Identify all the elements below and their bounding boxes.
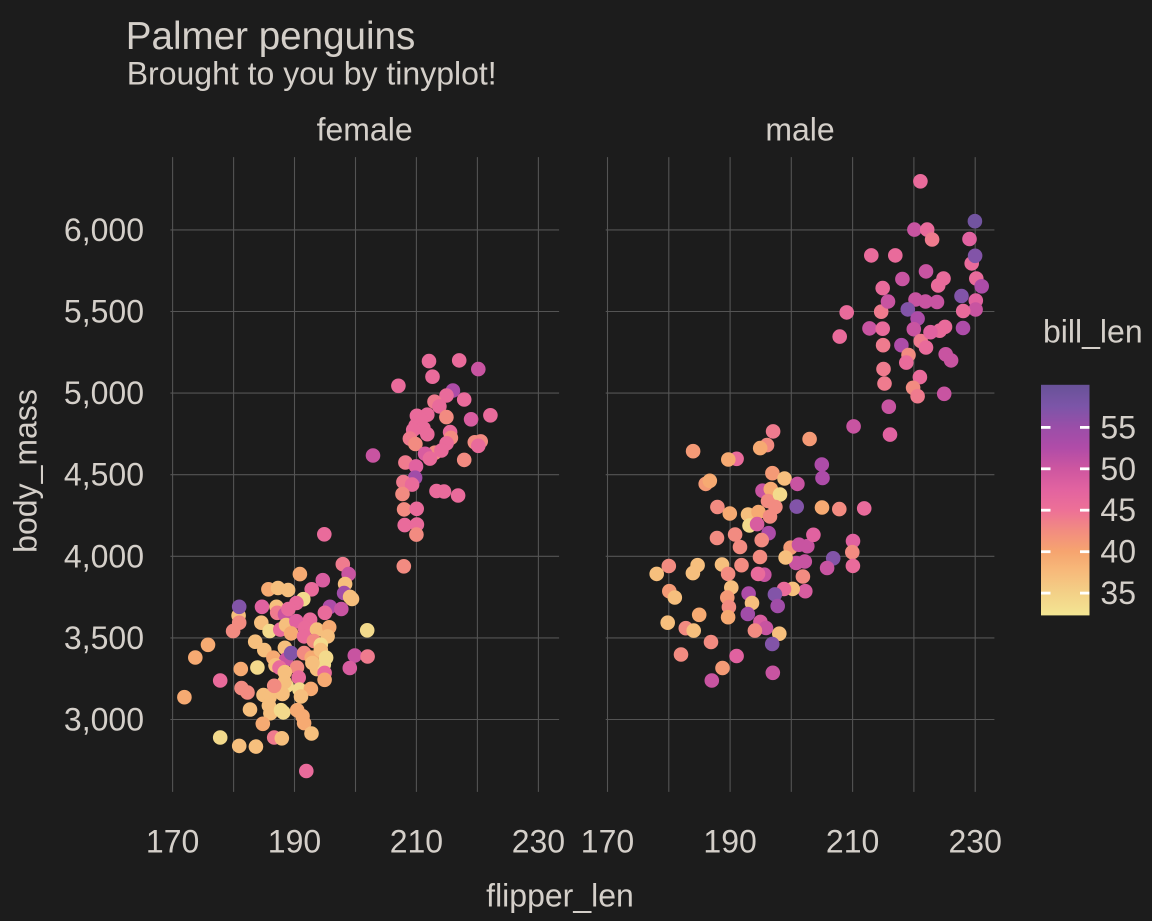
svg-text:Palmer penguins: Palmer penguins (126, 15, 416, 58)
svg-text:5,000: 5,000 (64, 375, 144, 411)
svg-text:body_mass: body_mass (8, 389, 44, 553)
svg-text:170: 170 (581, 824, 634, 860)
svg-text:3,000: 3,000 (64, 702, 144, 738)
svg-text:male: male (765, 112, 834, 148)
svg-text:5,500: 5,500 (64, 294, 144, 330)
svg-text:230: 230 (512, 824, 565, 860)
svg-text:bill_len: bill_len (1043, 314, 1143, 350)
svg-text:35: 35 (1100, 575, 1136, 611)
svg-text:4,500: 4,500 (64, 457, 144, 493)
svg-text:55: 55 (1100, 409, 1136, 445)
svg-text:female: female (317, 112, 413, 148)
svg-text:50: 50 (1100, 451, 1136, 487)
svg-text:45: 45 (1100, 492, 1136, 528)
svg-text:190: 190 (268, 824, 321, 860)
svg-text:190: 190 (703, 824, 756, 860)
svg-text:230: 230 (949, 824, 1002, 860)
svg-text:4,000: 4,000 (64, 538, 144, 574)
svg-text:3,500: 3,500 (64, 620, 144, 656)
svg-text:Brought to you by tinyplot!: Brought to you by tinyplot! (127, 56, 497, 92)
svg-text:210: 210 (390, 824, 443, 860)
svg-text:40: 40 (1100, 534, 1136, 570)
svg-text:flipper_len: flipper_len (486, 878, 634, 914)
svg-text:170: 170 (146, 824, 199, 860)
svg-text:210: 210 (826, 824, 879, 860)
svg-text:6,000: 6,000 (64, 212, 144, 248)
